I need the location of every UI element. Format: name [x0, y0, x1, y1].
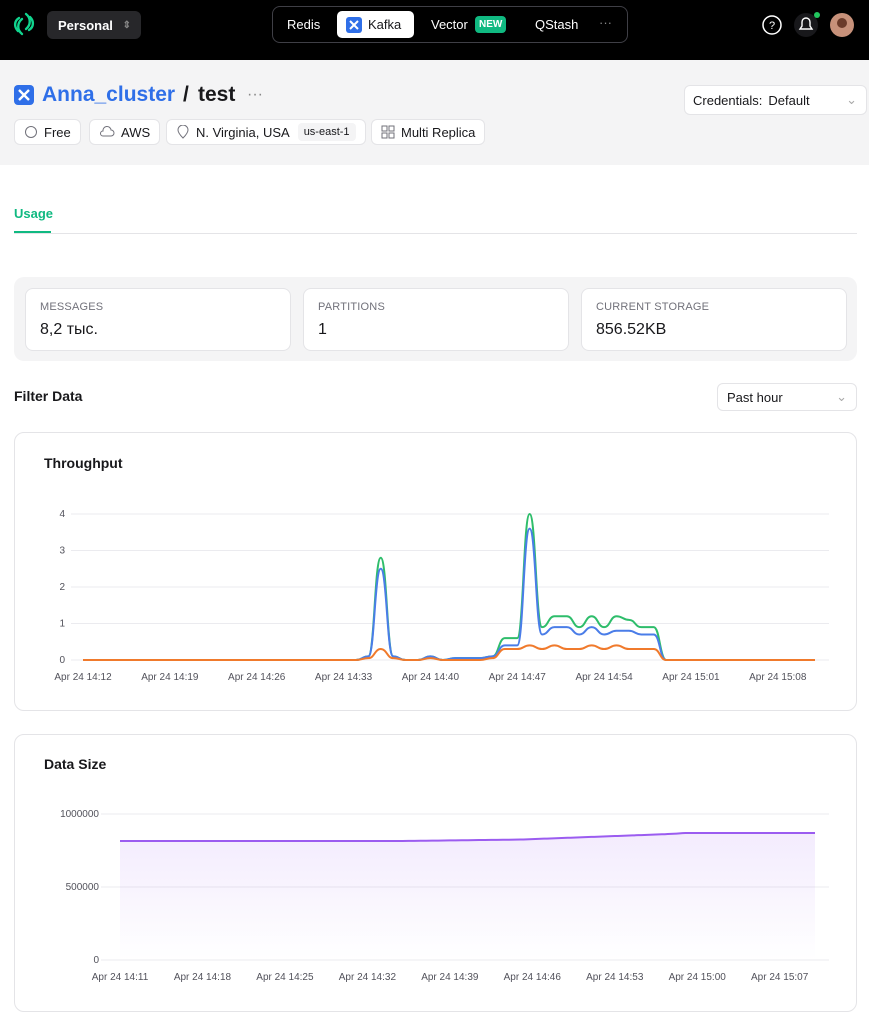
x-tick-label: Apr 24 15:01 [662, 672, 720, 683]
series-line [82, 527, 815, 662]
x-tick-label: Apr 24 14:25 [256, 972, 314, 983]
badge: NEW [475, 16, 507, 33]
y-tick-label: 4 [59, 509, 65, 520]
tab[interactable]: Vector [431, 17, 468, 32]
x-tick-label: Apr 24 15:08 [749, 672, 807, 683]
y-tick-label: 3 [59, 546, 65, 557]
y-tick-label: 1000000 [60, 809, 99, 820]
stat-value: 1 [318, 321, 327, 338]
x-tick-label: Apr 24 14:19 [141, 672, 199, 683]
kafka-icon [14, 85, 34, 105]
x-tick-label: Apr 24 15:07 [751, 972, 809, 983]
chart-title: Throughput [44, 455, 123, 471]
series-area [120, 832, 815, 960]
tag-label: Multi Replica [401, 124, 476, 140]
chart: Throughput 0 1 2 3 4 Apr 24 14:12 Apr 24 14:19 A… [44, 455, 829, 683]
bell[interactable] [794, 13, 818, 37]
stat-label: PARTITIONS [318, 301, 385, 313]
y-tick-label: 2 [59, 582, 65, 593]
database-name: test [198, 83, 236, 106]
kafka-icon [346, 16, 362, 33]
tab[interactable]: Redis [287, 17, 321, 32]
x-tick-label: Apr 24 14:39 [421, 972, 479, 983]
nav-actions: ? [762, 12, 854, 37]
y-tick-label: 0 [59, 655, 65, 666]
chevron: ⌄ [836, 389, 847, 404]
top-nav: Personal ⇕ Redis Kafka Vector NEW QStash … [0, 0, 869, 60]
chevron: ⌄ [846, 92, 857, 107]
product-tabs: Redis Kafka Vector NEW QStash ··· [272, 6, 628, 43]
stat-card: PARTITIONS 1 [303, 288, 569, 351]
divider [14, 233, 857, 234]
x-tick-label: Apr 24 14:40 [402, 672, 460, 683]
x-tick-label: Apr 24 14:33 [315, 672, 373, 683]
chart-card: Data Size 0 500000 1000000 Apr 24 14:11 Apr 2… [14, 734, 857, 1012]
series-line [119, 831, 815, 843]
x-tick-label: Apr 24 14:12 [54, 672, 112, 683]
tag: Free [14, 119, 81, 145]
x-tick-label: Apr 24 14:18 [174, 972, 232, 983]
stat-value: 8,2 тыс. [40, 321, 98, 338]
region: us-east-1 [297, 123, 356, 141]
tag-label: AWS [121, 124, 151, 140]
stat-label: MESSAGES [40, 301, 104, 313]
x-tick-label: Apr 24 14:26 [228, 672, 286, 683]
tag-label: Free [44, 124, 71, 140]
separator: / [183, 83, 189, 106]
filter-title: Filter Data [14, 388, 83, 404]
y-tick-label: 1 [59, 619, 65, 630]
stat-card: MESSAGES 8,2 тыс. [25, 288, 291, 351]
tag: Multi Replica [371, 119, 486, 145]
help[interactable] [762, 15, 782, 35]
series-line [82, 644, 815, 661]
credentials-value: Default [768, 92, 810, 108]
y-tick-label: 0 [93, 955, 99, 966]
logo[interactable] [12, 11, 36, 37]
tab-active[interactable]: Usage [14, 206, 54, 221]
tab-underline [14, 231, 51, 233]
credentials-select[interactable]: Credentials: Default ⌄ [684, 85, 867, 115]
x-tick-label: Apr 24 14:54 [575, 672, 633, 683]
chart-card: Throughput 0 1 2 3 4 Apr 24 14:12 Apr 24 14:19 A… [14, 432, 857, 711]
y-tick-label: 500000 [66, 882, 100, 893]
cluster-name[interactable]: Anna_cluster [42, 83, 176, 106]
tag-label: N. Virginia, USA [196, 124, 290, 140]
tab[interactable]: QStash [535, 17, 579, 32]
stat-label: CURRENT STORAGE [596, 301, 710, 313]
workspace-select[interactable]: Personal ⇕ [47, 11, 141, 39]
header: Anna_cluster / test ··· Credentials: Defa… [0, 60, 869, 165]
tab-label: Kafka [368, 17, 402, 32]
range-value: Past hour [727, 389, 783, 405]
x-tick-label: Apr 24 14:32 [339, 972, 397, 983]
range-select[interactable]: Past hour ⌄ [717, 383, 857, 411]
x-tick-label: Apr 24 14:53 [586, 972, 644, 983]
tab-active[interactable]: Kafka [337, 11, 414, 38]
chart: Data Size 0 500000 1000000 Apr 24 14:11 Apr 2… [44, 756, 829, 983]
x-tick-label: Apr 24 15:00 [669, 972, 727, 983]
more[interactable]: ··· [247, 86, 263, 103]
more[interactable]: ··· [599, 15, 612, 30]
x-tick-label: Apr 24 14:47 [489, 672, 547, 683]
tag: N. Virginia, USA us-east-1 [166, 119, 366, 145]
tag: AWS [89, 119, 161, 145]
stat-card: CURRENT STORAGE 856.52KB [581, 288, 847, 351]
workspace-name: Personal [58, 17, 113, 33]
x-tick-label: Apr 24 14:11 [92, 972, 149, 983]
help-icon: ? [769, 20, 775, 32]
x-tick-label: Apr 24 14:46 [504, 972, 562, 983]
chart-title: Data Size [44, 756, 106, 772]
chevron: ⇕ [122, 19, 131, 31]
stat-value: 856.52KB [596, 321, 667, 338]
credentials-label: Credentials: [693, 92, 763, 108]
